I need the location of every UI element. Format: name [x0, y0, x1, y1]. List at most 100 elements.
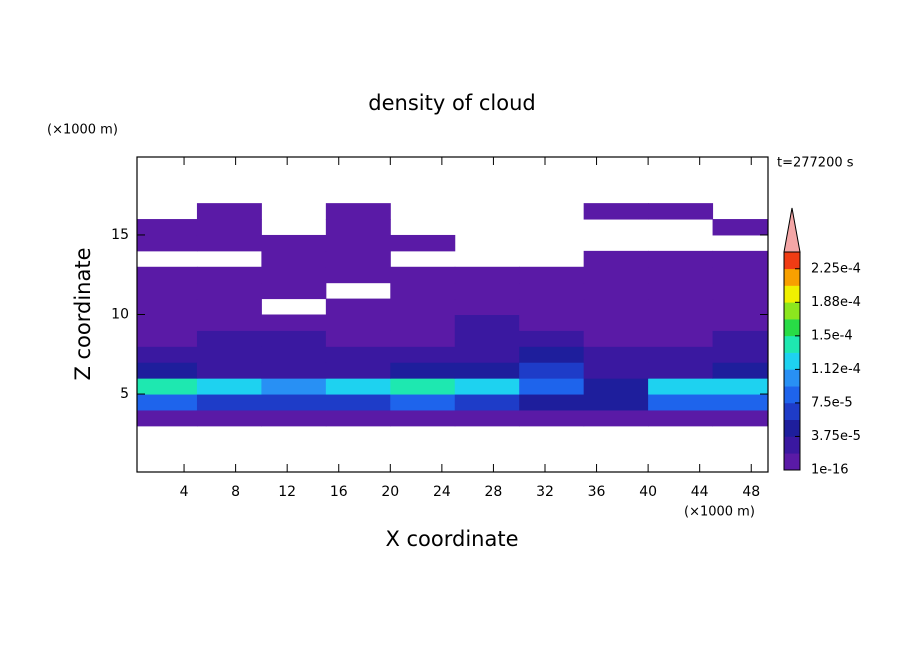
contour-cell	[712, 250, 769, 268]
colorbar-tick-label: 1.12e-4	[811, 362, 861, 377]
contour-cell	[519, 314, 585, 331]
contour-cell	[390, 330, 456, 347]
contour-cell	[519, 330, 585, 347]
colorbar-band	[784, 386, 800, 404]
y-tick-label: 15	[111, 227, 129, 243]
contour-cell	[454, 394, 520, 411]
contour-cell	[137, 394, 198, 411]
contour-cell	[196, 394, 262, 411]
contour-cell	[137, 362, 198, 379]
contour-cell	[261, 282, 327, 300]
contour-cell	[583, 409, 649, 427]
contour-cell	[325, 219, 391, 236]
contour-cell	[390, 362, 456, 379]
contour-cell	[454, 282, 520, 300]
contour-cell	[325, 362, 391, 379]
contour-cell	[454, 314, 520, 331]
contour-cell	[325, 234, 391, 252]
contour-cell	[390, 282, 456, 300]
contour-cell	[390, 346, 456, 363]
contour-cell	[261, 234, 327, 252]
colorbar-tick-label: 7.5e-5	[811, 395, 853, 410]
colorbar-band	[784, 268, 800, 286]
colorbar-tick-label: 1.88e-4	[811, 295, 861, 310]
contour-cell	[325, 314, 391, 331]
contour-cell	[454, 378, 520, 395]
x-tick-label: 8	[231, 484, 240, 500]
contour-cell	[196, 330, 262, 347]
colorbar-band	[784, 302, 800, 320]
colorbar-band	[784, 335, 800, 353]
contour-cell	[712, 394, 769, 411]
contour-cell	[712, 330, 769, 347]
y-unit: (×1000 m)	[47, 123, 118, 138]
contour-cell	[196, 298, 262, 315]
x-axis-label: X coordinate	[385, 527, 518, 551]
contour-cell	[325, 378, 391, 395]
contour-cell	[712, 346, 769, 363]
contour-cell	[196, 282, 262, 300]
colorbar-band	[784, 419, 800, 437]
contour-cell	[454, 298, 520, 315]
contour-cell	[137, 219, 198, 236]
contour-cell	[196, 346, 262, 363]
contour-cell	[648, 378, 714, 395]
contour-cell	[390, 394, 456, 411]
contour-cell	[390, 298, 456, 315]
x-tick-label: 40	[639, 484, 657, 500]
colorbar-frame	[783, 251, 801, 471]
contour-cell	[261, 314, 327, 331]
contour-cell	[137, 234, 198, 252]
contour-cell	[519, 409, 585, 427]
contour-cell	[519, 298, 585, 315]
contour-cell	[137, 346, 198, 363]
contour-cell	[261, 266, 327, 284]
contour-cell	[137, 298, 198, 315]
contour-cell	[325, 409, 391, 427]
contour-cell	[137, 409, 198, 427]
contour-cell	[648, 330, 714, 347]
x-tick-label: 20	[381, 484, 399, 500]
contour-cell	[261, 330, 327, 347]
contour-cell	[712, 409, 769, 427]
contour-cell	[325, 250, 391, 268]
contour-cell	[648, 394, 714, 411]
contour-cell	[390, 314, 456, 331]
contour-cell	[519, 282, 585, 300]
colorbar-tick-label: 3.75e-5	[811, 429, 861, 444]
x-tick-label: 12	[278, 484, 296, 500]
contour-cell	[648, 250, 714, 268]
x-tick-label: 48	[742, 484, 760, 500]
contour-cell	[583, 330, 649, 347]
contour-cell	[583, 394, 649, 411]
contour-cell	[583, 362, 649, 379]
contour-cell	[583, 282, 649, 300]
y-tick-label: 5	[120, 386, 129, 402]
colorbar-band	[784, 453, 800, 471]
contour-cell	[519, 362, 585, 379]
contour-cell	[261, 409, 327, 427]
x-tick-label: 4	[180, 484, 189, 500]
contour-cell	[325, 203, 391, 220]
x-tick-label: 28	[485, 484, 503, 500]
contour-cell	[712, 362, 769, 379]
contour-cell	[137, 266, 198, 284]
contour-cell	[648, 282, 714, 300]
contour-cell	[712, 266, 769, 284]
contour-cell	[196, 409, 262, 427]
x-tick-label: 24	[433, 484, 451, 500]
contour-cell	[712, 219, 769, 236]
contour-cell	[648, 346, 714, 363]
colorbar-band	[784, 319, 800, 337]
contour-cell	[648, 266, 714, 284]
x-tick-label: 36	[588, 484, 606, 500]
contour-cell	[390, 266, 456, 284]
contour-cell	[261, 362, 327, 379]
contour-cell	[325, 394, 391, 411]
colorbar-band	[784, 352, 800, 370]
contour-cell	[648, 362, 714, 379]
contour-cell	[325, 346, 391, 363]
contour-cell	[454, 409, 520, 427]
